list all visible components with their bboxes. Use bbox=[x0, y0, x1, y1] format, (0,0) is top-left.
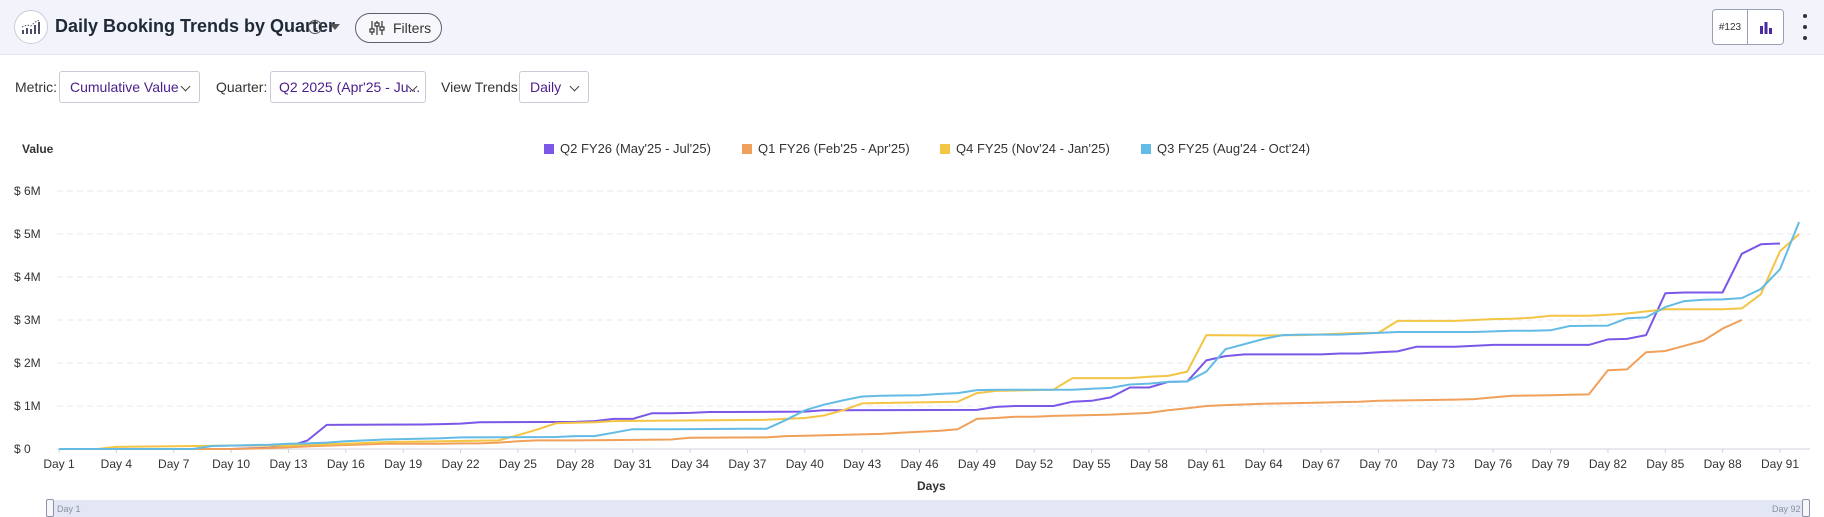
view-toggle-group: #123 bbox=[1712, 9, 1784, 45]
x-tick-label: Day 64 bbox=[1245, 457, 1283, 471]
x-tick-label: Day 7 bbox=[158, 457, 190, 471]
filters-label: Filters bbox=[393, 20, 432, 36]
kebab-menu-icon[interactable] bbox=[1800, 14, 1810, 40]
x-tick-label: Day 91 bbox=[1761, 457, 1799, 471]
legend-label: Q2 FY26 (May'25 - Jul'25) bbox=[560, 141, 711, 156]
legend-swatch bbox=[940, 143, 950, 154]
x-tick-label: Day 40 bbox=[786, 457, 824, 471]
x-tick-label: Day 10 bbox=[212, 457, 250, 471]
metric-label: Metric: bbox=[15, 79, 57, 95]
quarter-select[interactable]: Q2 2025 (Apr'25 - Ju... bbox=[270, 71, 426, 103]
y-tick-label: $ 5M bbox=[14, 227, 41, 241]
x-tick-label: Day 85 bbox=[1646, 457, 1684, 471]
navigator-end-label: Day 92 bbox=[1772, 504, 1801, 514]
x-tick-label: Day 88 bbox=[1704, 457, 1742, 471]
navigator-end-handle[interactable] bbox=[1802, 499, 1810, 517]
x-tick-label: Day 76 bbox=[1474, 457, 1512, 471]
legend-swatch bbox=[742, 143, 752, 154]
x-tick-label: Day 13 bbox=[269, 457, 307, 471]
metric-value: Cumulative Value bbox=[70, 79, 179, 95]
x-tick-label: Day 25 bbox=[499, 457, 537, 471]
x-tick-label: Day 46 bbox=[900, 457, 938, 471]
x-tick-label: Day 22 bbox=[442, 457, 480, 471]
view-trends-value: Daily bbox=[530, 79, 562, 95]
legend-swatch bbox=[1141, 143, 1151, 154]
y-tick-label: $ 6M bbox=[14, 184, 41, 198]
x-tick-label: Day 67 bbox=[1302, 457, 1340, 471]
x-tick-label: Day 4 bbox=[101, 457, 133, 471]
range-navigator[interactable] bbox=[46, 500, 1810, 517]
x-tick-label: Day 73 bbox=[1417, 457, 1455, 471]
metric-select[interactable]: Cumulative Value bbox=[59, 71, 200, 103]
chart-view-button[interactable] bbox=[1748, 10, 1783, 44]
x-tick-label: Day 34 bbox=[671, 457, 709, 471]
y-tick-label: $ 0 bbox=[14, 442, 31, 456]
y-tick-label: $ 4M bbox=[14, 270, 41, 284]
page-title: Daily Booking Trends by Quarter bbox=[55, 16, 336, 36]
navigator-start-label: Day 1 bbox=[57, 504, 81, 514]
legend-label: Q1 FY26 (Feb'25 - Apr'25) bbox=[758, 141, 910, 156]
x-tick-label: Day 19 bbox=[384, 457, 422, 471]
legend-swatch bbox=[544, 143, 554, 154]
x-tick-label: Day 55 bbox=[1073, 457, 1111, 471]
legend-item-q4fy25[interactable]: Q4 FY25 (Nov'24 - Jan'25) bbox=[940, 141, 1110, 156]
x-tick-label: Day 70 bbox=[1359, 457, 1397, 471]
sliders-icon bbox=[369, 21, 385, 35]
series-line-2 bbox=[59, 319, 1743, 450]
line-chart: $ 0 $ 1M $ 2M $ 3M $ 4M $ 5M $ 6M Day 1 Day 4 Day… bbox=[14, 184, 1810, 471]
legend-label: Q3 FY25 (Aug'24 - Oct'24) bbox=[1157, 141, 1311, 156]
y-tick-label: $ 3M bbox=[14, 313, 41, 327]
quarter-label: Quarter: bbox=[216, 79, 268, 95]
series-line-4 bbox=[59, 221, 1801, 450]
x-axis-title: Days bbox=[917, 479, 946, 493]
series-line-3 bbox=[59, 233, 1800, 450]
x-tick-label: Day 28 bbox=[556, 457, 594, 471]
series-line-1 bbox=[59, 242, 1781, 450]
bar-chart-icon bbox=[1759, 22, 1772, 34]
x-tick-label: Day 58 bbox=[1130, 457, 1168, 471]
x-tick-label: Day 49 bbox=[958, 457, 996, 471]
x-tick-label: Day 82 bbox=[1589, 457, 1627, 471]
info-icon[interactable]: i bbox=[308, 20, 322, 34]
chevron-down-icon[interactable] bbox=[330, 24, 340, 30]
legend-label: Q4 FY25 (Nov'24 - Jan'25) bbox=[956, 141, 1110, 156]
view-trends-select[interactable]: Daily bbox=[519, 71, 589, 103]
navigator-start-handle[interactable] bbox=[46, 499, 54, 517]
x-tick-label: Day 43 bbox=[843, 457, 881, 471]
x-tick-label: Day 61 bbox=[1187, 457, 1225, 471]
quarter-value: Q2 2025 (Apr'25 - Ju... bbox=[279, 79, 421, 95]
widget-header: Daily Booking Trends by Quarter i Filter… bbox=[0, 0, 1824, 55]
line-chart-icon bbox=[14, 10, 48, 44]
y-tick-label: $ 1M bbox=[14, 399, 41, 413]
legend-item-q1fy26[interactable]: Q1 FY26 (Feb'25 - Apr'25) bbox=[742, 141, 910, 156]
legend-item-q3fy25[interactable]: Q3 FY25 (Aug'24 - Oct'24) bbox=[1141, 141, 1310, 156]
legend-item-q2fy26[interactable]: Q2 FY26 (May'25 - Jul'25) bbox=[544, 141, 711, 156]
filters-button[interactable]: Filters bbox=[355, 13, 442, 43]
x-tick-label: Day 31 bbox=[614, 457, 652, 471]
x-tick-label: Day 79 bbox=[1532, 457, 1570, 471]
number-view-button[interactable]: #123 bbox=[1713, 10, 1749, 44]
y-axis-title: Value bbox=[22, 142, 54, 156]
x-tick-label: Day 1 bbox=[43, 457, 75, 471]
view-trends-label: View Trends: bbox=[441, 79, 522, 95]
chevron-down-icon bbox=[180, 81, 191, 92]
y-tick-label: $ 2M bbox=[14, 356, 41, 370]
chevron-down-icon bbox=[569, 81, 580, 92]
x-tick-label: Day 16 bbox=[327, 457, 365, 471]
x-tick-label: Day 52 bbox=[1015, 457, 1053, 471]
x-tick-label: Day 37 bbox=[728, 457, 766, 471]
